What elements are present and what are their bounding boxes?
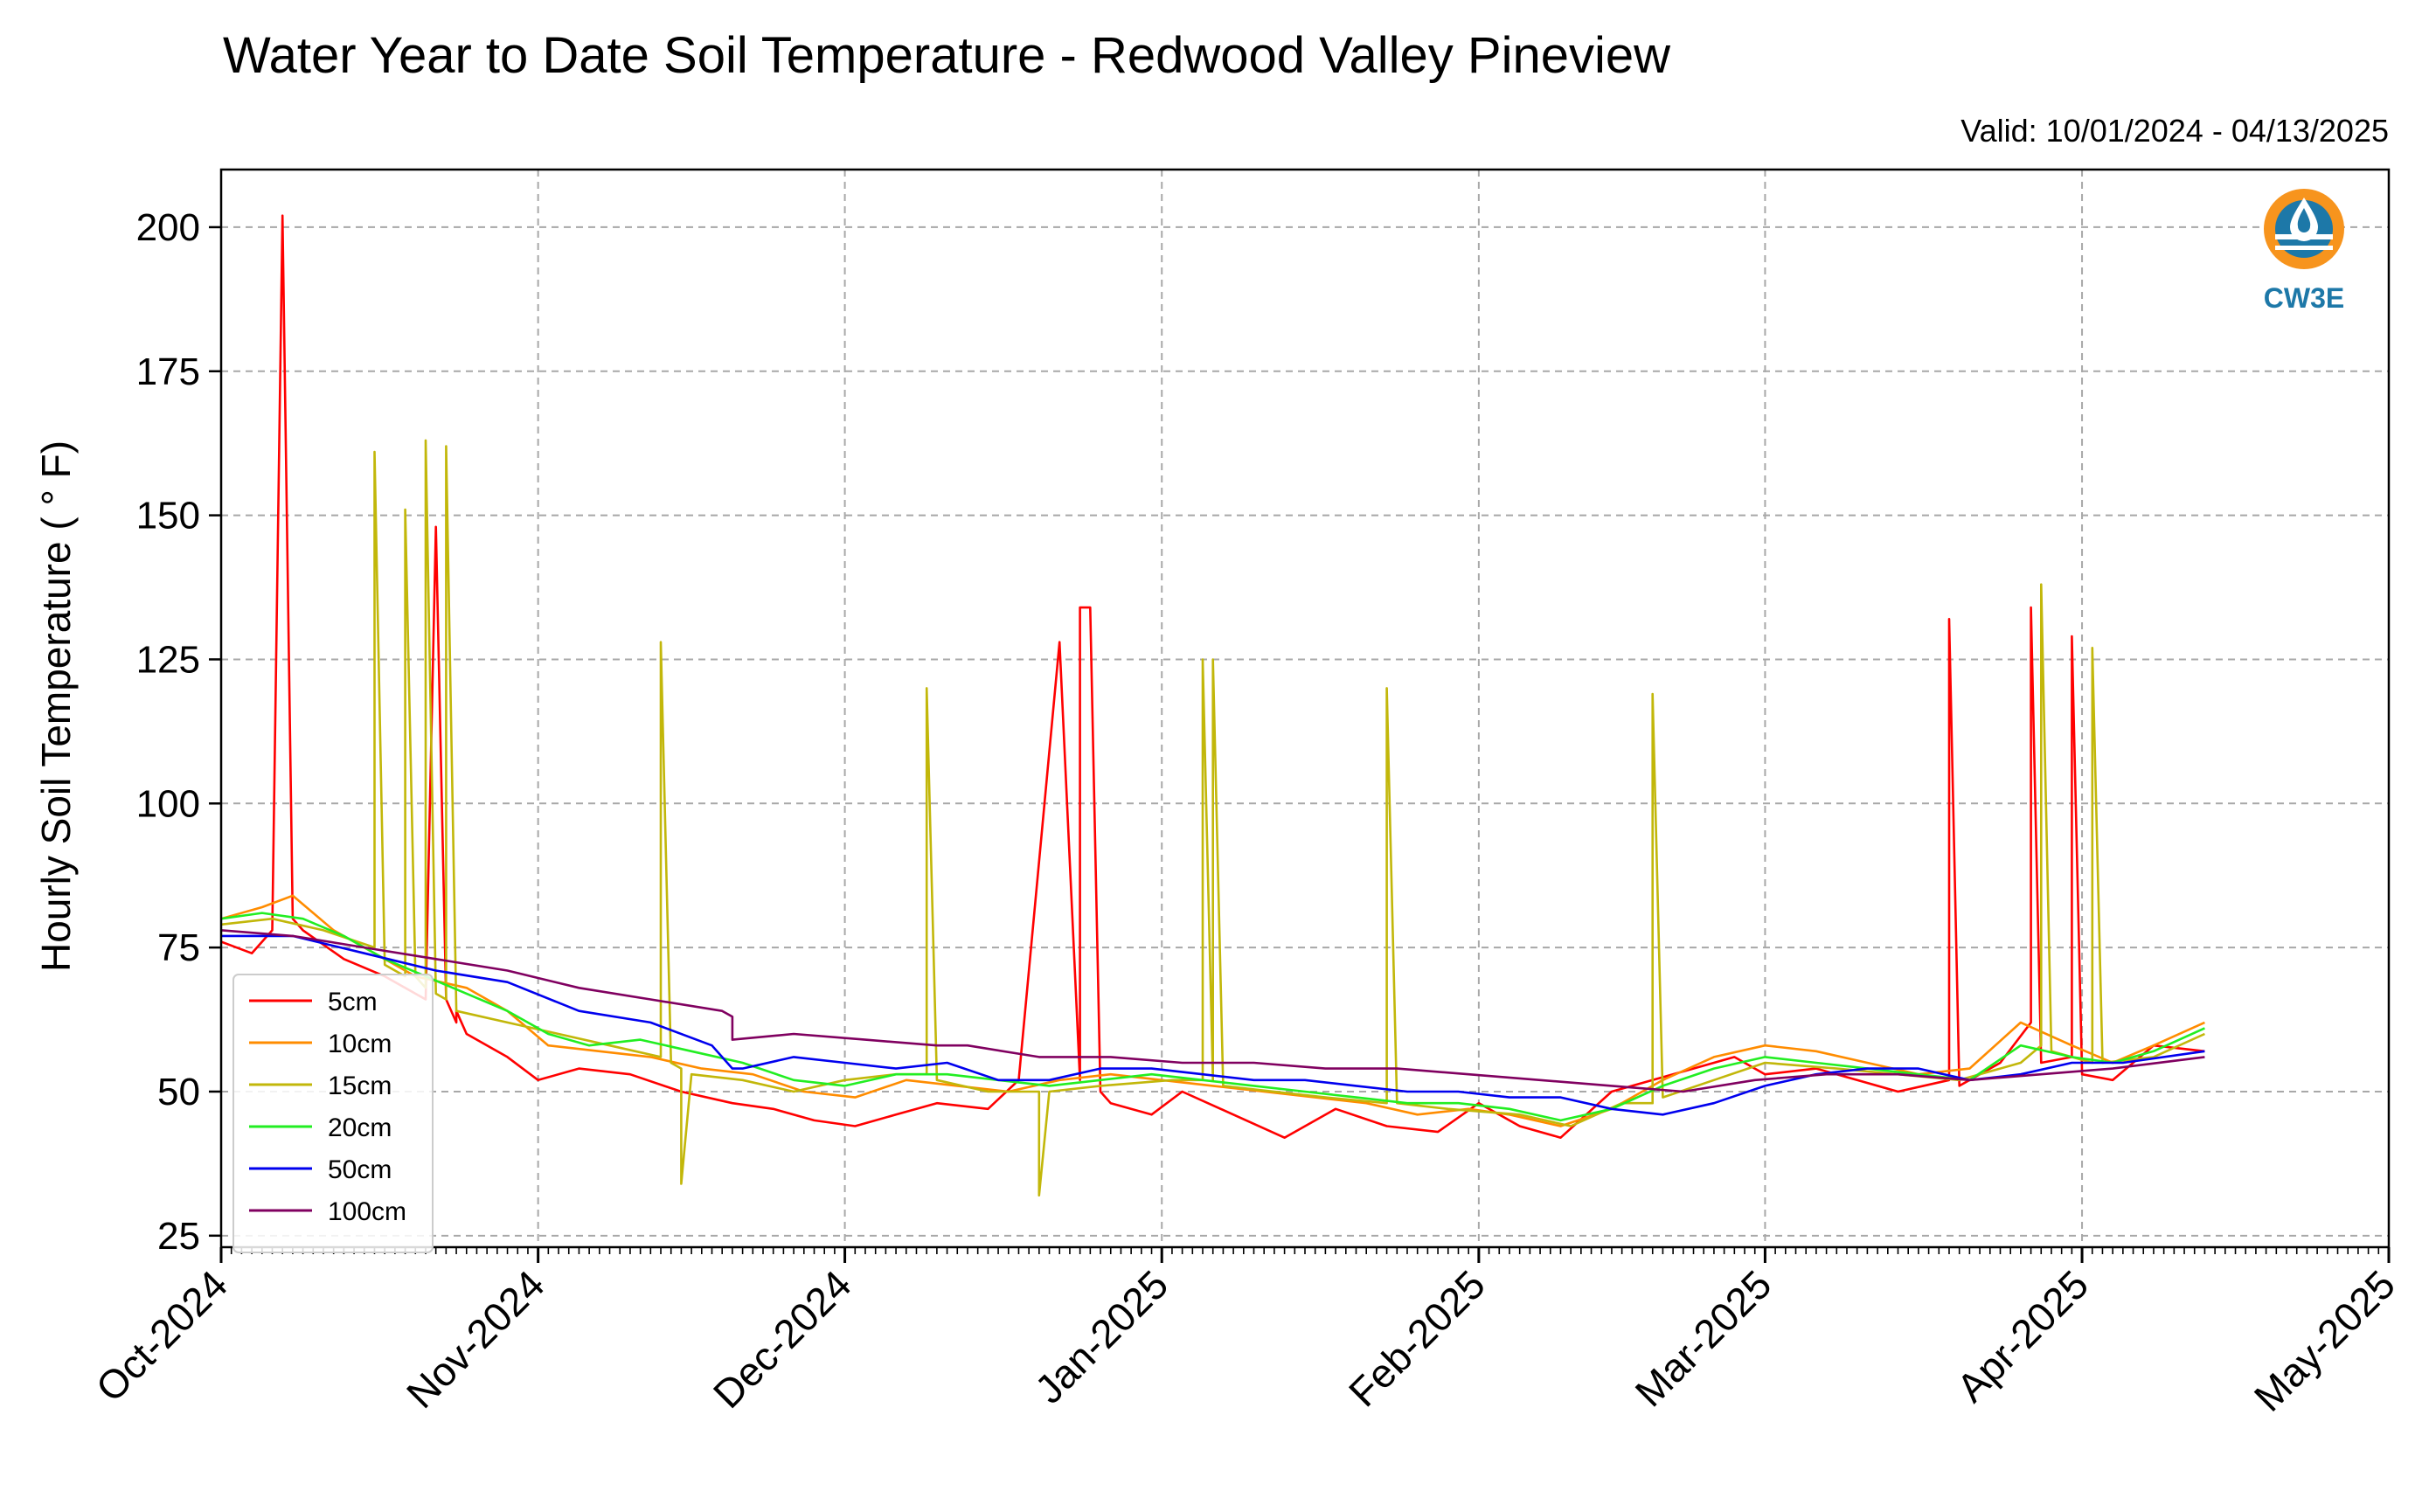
y-axis-label: Hourly Soil Temperature ( ° F) — [33, 440, 79, 972]
y-tick-label: 25 — [157, 1215, 200, 1258]
legend: 5cm 10cm 15cm 20cm 50cm 100cm — [232, 974, 434, 1253]
y-tick-label: 100 — [136, 782, 200, 825]
legend-label: 5cm — [328, 988, 378, 1016]
y-tick-label: 200 — [136, 206, 200, 249]
series-line-5cm — [220, 214, 2205, 1139]
legend-label: 15cm — [328, 1072, 392, 1100]
series-line-100cm — [220, 929, 2205, 1093]
cw3e-logo: CW3E — [2264, 189, 2344, 314]
legend-label: 10cm — [328, 1030, 392, 1058]
legend-label: 100cm — [328, 1197, 406, 1226]
y-tick-label: 50 — [157, 1071, 200, 1113]
y-tick-label: 125 — [136, 638, 200, 681]
series-lines — [220, 214, 2205, 1196]
y-tick-label: 75 — [157, 926, 200, 969]
chart-subtitle: Valid: 10/01/2024 - 04/13/2025 — [1961, 113, 2389, 149]
series-line-15cm — [220, 439, 2205, 1196]
legend-label: 50cm — [328, 1155, 392, 1184]
legend-label: 20cm — [328, 1113, 392, 1142]
series-line-50cm — [221, 934, 2205, 1116]
logo-text: CW3E — [2264, 282, 2344, 314]
chart-title: Water Year to Date Soil Temperature - Re… — [223, 27, 1671, 84]
y-tick-label: 175 — [136, 350, 200, 393]
y-tick-label: 150 — [136, 495, 200, 538]
